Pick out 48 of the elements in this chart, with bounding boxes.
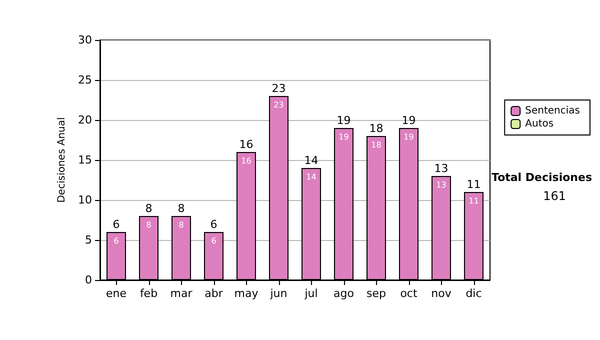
total-label: 8 <box>178 202 185 215</box>
x-tick-label: dic <box>466 287 482 300</box>
x-tick-label: feb <box>140 287 158 300</box>
y-tick-label: 25 <box>78 74 92 86</box>
x-tick-label: oct <box>400 287 418 300</box>
legend-label: Autos <box>525 118 554 130</box>
y-tick-label: 15 <box>78 154 92 166</box>
data-label: 14 <box>306 172 316 182</box>
x-tick-label: ago <box>334 287 354 300</box>
x-tick-label: jun <box>269 287 288 300</box>
y-tick-label: 30 <box>78 34 92 46</box>
total-label: 23 <box>272 82 286 95</box>
total-label: 11 <box>466 178 481 191</box>
total-label: 8 <box>145 202 152 215</box>
data-label: 6 <box>211 236 216 246</box>
y-tick-label: 0 <box>85 274 92 286</box>
total-label: 19 <box>336 114 351 127</box>
data-label: 6 <box>114 236 119 246</box>
data-label: 23 <box>274 100 284 110</box>
data-label: 18 <box>371 140 382 150</box>
text: Total Decisiones <box>492 171 592 184</box>
x-tick-label: jul <box>304 287 318 300</box>
data-label: 8 <box>178 220 184 230</box>
x-tick-label: abr <box>204 287 224 300</box>
x-tick-label: mar <box>170 287 193 300</box>
total-label: 18 <box>369 122 384 135</box>
y-tick-label: 10 <box>78 194 92 206</box>
total-label: 16 <box>239 138 254 151</box>
data-label: 8 <box>146 220 152 230</box>
x-tick-label: nov <box>431 287 452 300</box>
total-label: 6 <box>112 218 120 231</box>
y-tick-label: 5 <box>85 234 92 246</box>
data-label: 19 <box>338 132 349 142</box>
total-label: 6 <box>210 218 218 231</box>
total-label: 13 <box>434 162 448 175</box>
y-axis-title: Decisiones Anual <box>56 117 68 203</box>
data-label: 16 <box>241 156 252 166</box>
x-tick-label: ene <box>106 287 127 300</box>
legend-label: Sentencias <box>525 106 580 116</box>
total-label: 19 <box>402 114 416 127</box>
x-tick-label: may <box>234 287 259 300</box>
y-tick-label: 20 <box>78 114 92 126</box>
data-label: 11 <box>468 196 479 206</box>
data-label: 19 <box>404 132 414 142</box>
data-label: 13 <box>436 180 446 190</box>
total-label: 14 <box>304 154 318 167</box>
text: 161 <box>543 189 566 203</box>
x-tick-label: sep <box>366 287 386 300</box>
